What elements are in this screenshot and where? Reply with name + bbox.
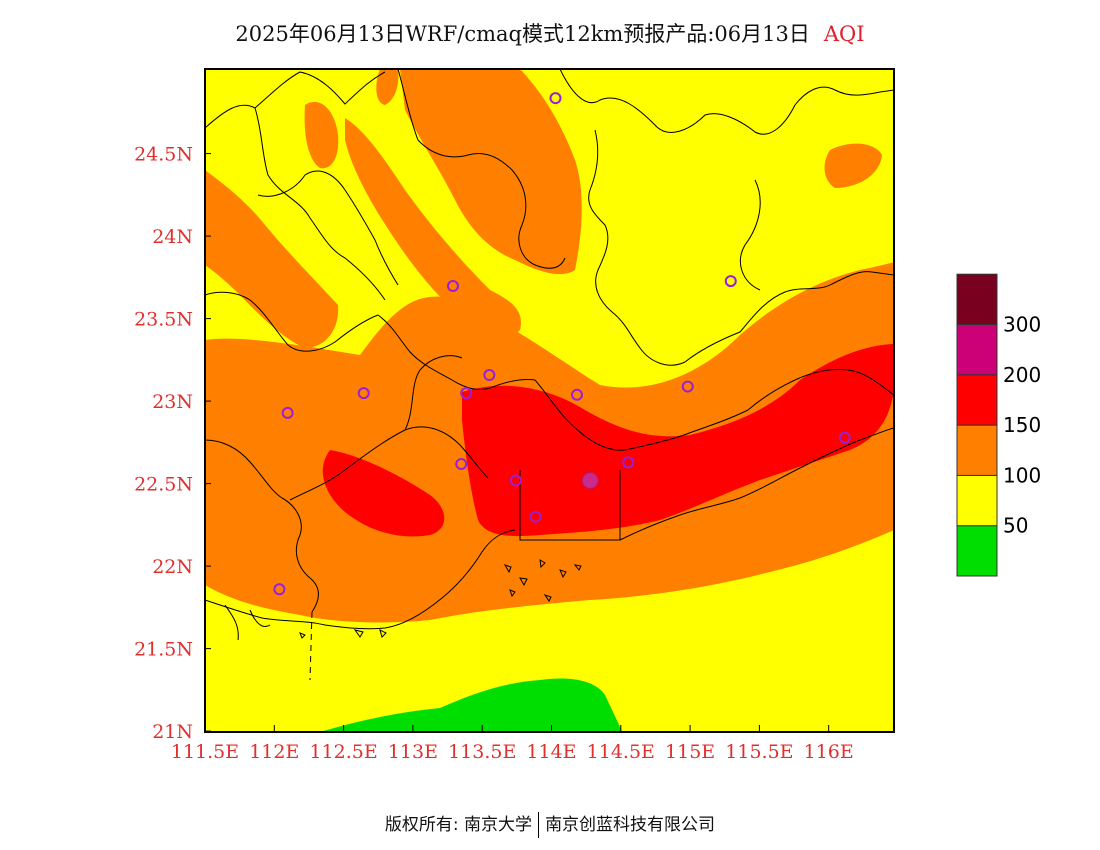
copyright-separator (538, 812, 540, 838)
y-tick-label: 21N (152, 721, 193, 743)
legend-swatch (956, 273, 998, 326)
legend-label: 300 (1003, 313, 1041, 337)
map-plot-area (205, 69, 969, 732)
boundary-lines (205, 69, 894, 681)
station-marker (838, 431, 851, 444)
station-marker (529, 510, 542, 523)
legend-label: 100 (1003, 463, 1041, 487)
x-tick-label: 111.5E (171, 741, 239, 763)
y-tick-label: 24.5N (134, 144, 193, 166)
title-text: 2025年06月13日WRF/cmaq模式12km预报产品:06月13日 (235, 22, 810, 46)
station-marker (281, 406, 294, 419)
aqi-legend: 50 100 150 200 300 (956, 273, 1041, 577)
station-marker (681, 380, 694, 393)
legend-swatch (956, 424, 998, 476)
station-marker (273, 583, 286, 596)
station-marker (549, 92, 562, 105)
x-tick-label: 116E (804, 741, 854, 763)
legend-swatch (956, 324, 998, 376)
islands (299, 559, 582, 639)
aqi-band-red (322, 344, 894, 537)
x-tick-label: 113.5E (448, 741, 516, 763)
station-marker (446, 280, 459, 293)
y-tick-label: 22.5N (134, 474, 193, 496)
station-marker (959, 141, 969, 151)
title-variable: AQI (823, 22, 865, 46)
legend-swatch (956, 374, 998, 426)
x-tick-label: 114.5E (587, 741, 655, 763)
x-tick-label: 114E (526, 741, 576, 763)
y-tick-label: 22N (152, 556, 193, 578)
y-tick-label: 23N (152, 391, 193, 413)
y-tick-label: 24N (152, 226, 193, 248)
legend-label: 200 (1003, 363, 1041, 387)
station-marker (357, 387, 370, 400)
station-marker (455, 458, 468, 471)
station-marker (460, 387, 473, 400)
x-axis: 111.5E 112E 112.5E 113E 113.5E 114E 114.5E 115E… (171, 725, 854, 763)
map-frame (204, 68, 895, 733)
y-tick-label: 21.5N (134, 639, 193, 661)
legend-swatch (956, 474, 998, 527)
station-marker (509, 474, 522, 487)
x-tick-label: 113E (388, 741, 438, 763)
station-marker (724, 275, 737, 288)
y-axis: 24.5N 24N 23.5N 23N 22.5N 22N 21.5N 21N (134, 144, 211, 743)
x-tick-label: 112E (249, 741, 299, 763)
y-tick-label: 23.5N (134, 309, 193, 331)
copyright-footer: 版权所有: 南京大学 南京创蓝科技有限公司 (0, 810, 1100, 838)
x-tick-label: 112.5E (309, 741, 377, 763)
x-tick-label: 115E (665, 741, 715, 763)
copyright-left: 版权所有: 南京大学 (384, 815, 533, 835)
legend-label: 150 (1003, 413, 1041, 437)
legend-swatch (956, 525, 998, 577)
highlight-station-marker (581, 472, 599, 490)
station-marker (622, 456, 635, 469)
legend-label: 50 (1003, 514, 1028, 538)
station-marker (483, 369, 496, 382)
map-title: 2025年06月13日WRF/cmaq模式12km预报产品:06月13日 AQI (0, 18, 1100, 48)
station-markers (273, 92, 969, 596)
copyright-right: 南京创蓝科技有限公司 (545, 815, 716, 835)
x-tick-label: 115.5E (725, 741, 793, 763)
aqi-band-green (320, 678, 622, 732)
station-marker (570, 388, 583, 401)
